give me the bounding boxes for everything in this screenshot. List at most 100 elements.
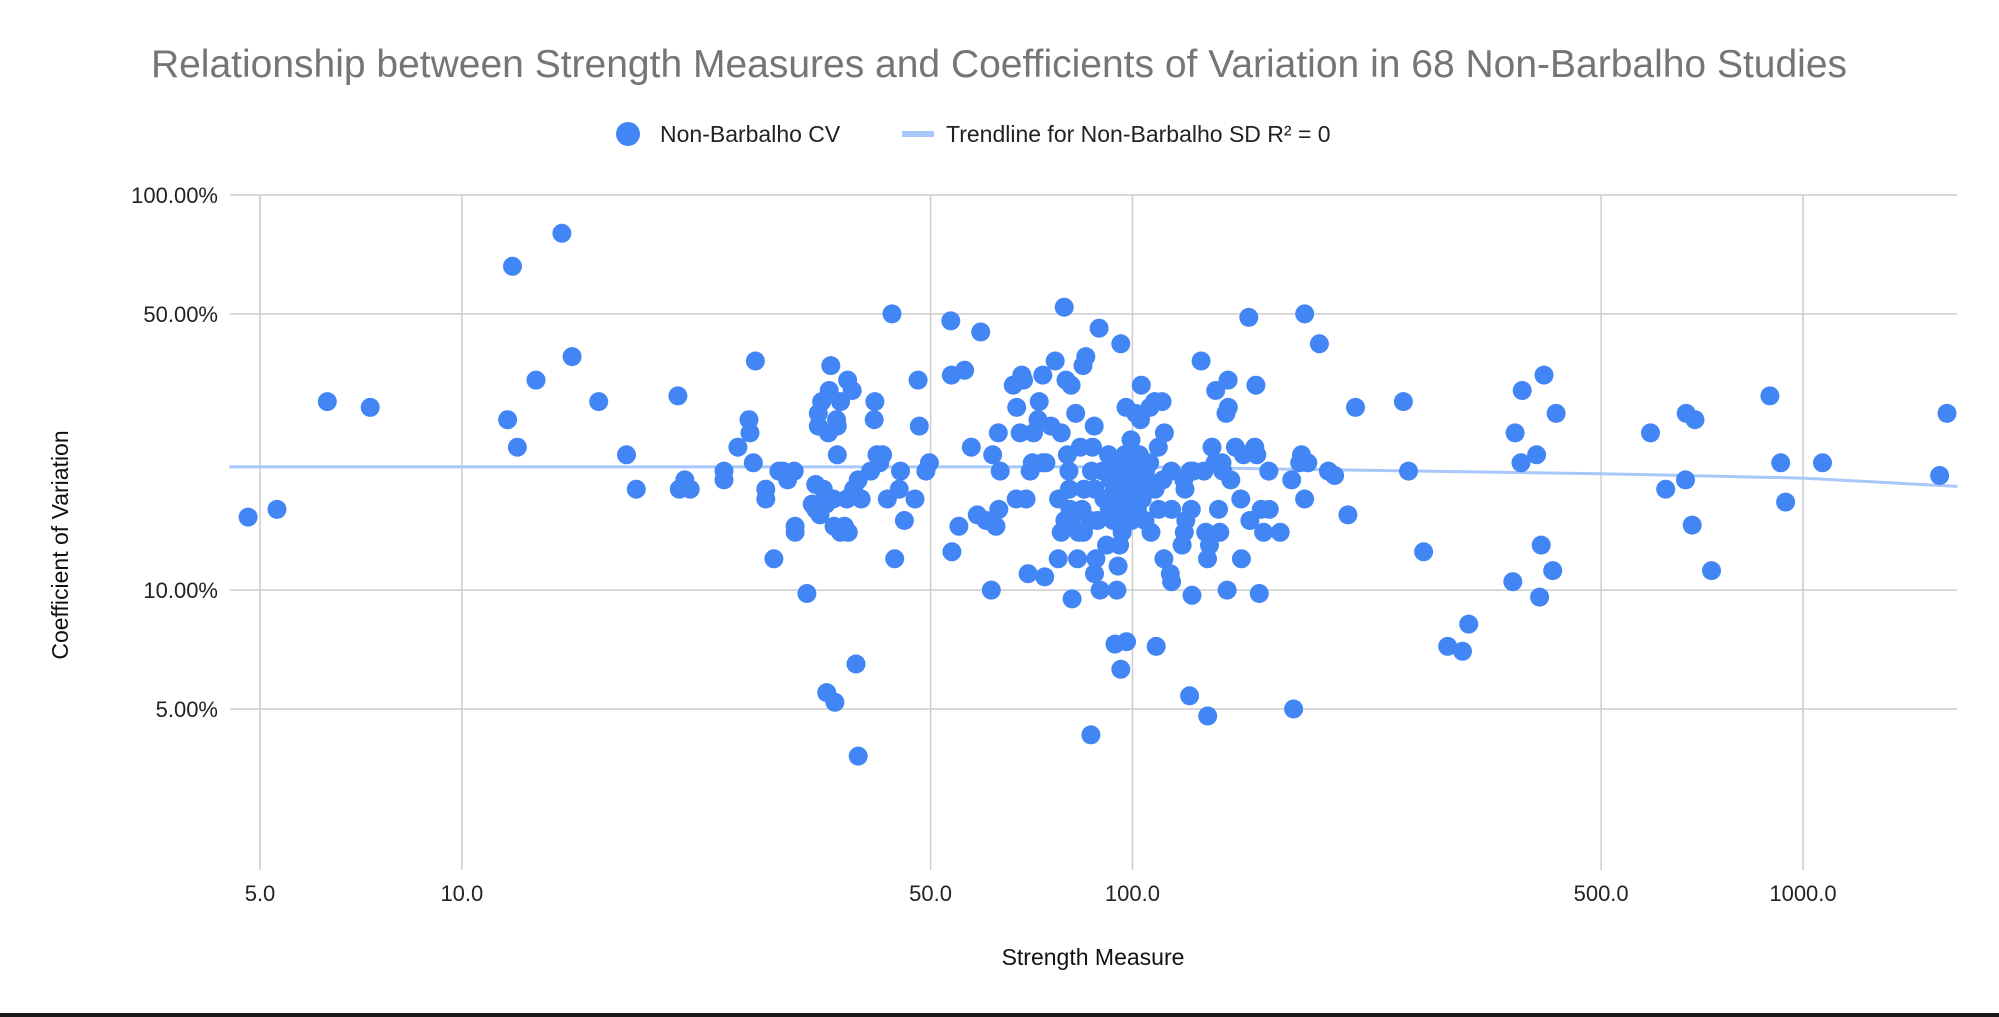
data-point bbox=[894, 511, 914, 530]
data-point bbox=[1217, 580, 1237, 600]
data-point bbox=[846, 654, 866, 674]
data-point bbox=[1111, 659, 1131, 679]
data-point bbox=[714, 470, 734, 490]
y-axis-label: Coefficient of Variation bbox=[47, 430, 73, 659]
data-point bbox=[1088, 511, 1107, 530]
data-point bbox=[1162, 499, 1182, 519]
data-point bbox=[823, 489, 843, 509]
data-point bbox=[1048, 549, 1068, 569]
data-point bbox=[1221, 470, 1241, 490]
data-point bbox=[1682, 515, 1702, 535]
data-point bbox=[1132, 489, 1152, 509]
data-point bbox=[1108, 556, 1128, 576]
data-point bbox=[1676, 470, 1695, 490]
data-point bbox=[1081, 725, 1101, 745]
data-point bbox=[983, 445, 1003, 465]
data-point bbox=[785, 516, 805, 536]
data-point bbox=[1453, 641, 1472, 661]
data-point bbox=[1771, 453, 1791, 473]
data-point bbox=[1209, 499, 1228, 519]
data-point bbox=[1284, 699, 1304, 719]
x-tick-label: 5.0 bbox=[245, 881, 276, 906]
data-point bbox=[1531, 535, 1551, 555]
data-point bbox=[1111, 334, 1131, 354]
data-point bbox=[821, 356, 841, 376]
trendline-layer bbox=[229, 465, 1958, 488]
data-point bbox=[1210, 522, 1230, 542]
data-point bbox=[1162, 572, 1182, 592]
data-point bbox=[740, 423, 760, 443]
data-point bbox=[1066, 403, 1086, 423]
x-tick-label: 10.0 bbox=[440, 881, 483, 906]
data-point bbox=[989, 499, 1009, 519]
data-point bbox=[851, 489, 871, 509]
data-point bbox=[1181, 499, 1201, 519]
data-point bbox=[1107, 580, 1127, 600]
data-point bbox=[526, 370, 546, 390]
data-point bbox=[1035, 567, 1055, 587]
data-point bbox=[1282, 470, 1302, 490]
data-point bbox=[865, 392, 885, 412]
data-point bbox=[1083, 437, 1102, 457]
data-point bbox=[1036, 453, 1056, 473]
data-point bbox=[889, 479, 909, 499]
data-point bbox=[1182, 585, 1202, 605]
data-point bbox=[961, 437, 981, 457]
data-point bbox=[1505, 423, 1525, 443]
data-point bbox=[360, 397, 380, 417]
data-point bbox=[1059, 461, 1079, 481]
data-point bbox=[1641, 423, 1660, 443]
data-point bbox=[1530, 587, 1550, 607]
data-point bbox=[1051, 423, 1071, 443]
data-point bbox=[1084, 416, 1104, 436]
data-point bbox=[1930, 466, 1950, 485]
data-point bbox=[1459, 614, 1479, 634]
data-point bbox=[1338, 505, 1358, 525]
data-point bbox=[784, 461, 804, 481]
data-point bbox=[1247, 445, 1267, 465]
data-point bbox=[1180, 686, 1200, 706]
legend-label-points: Non-Barbalho CV bbox=[660, 121, 841, 147]
data-point bbox=[1149, 499, 1169, 519]
data-point bbox=[827, 416, 847, 436]
data-point bbox=[626, 479, 646, 499]
y-tick-label: 5.00% bbox=[156, 697, 218, 722]
data-point bbox=[838, 522, 858, 542]
data-point bbox=[864, 410, 884, 430]
data-point bbox=[1121, 430, 1141, 450]
data-point bbox=[1270, 522, 1290, 542]
data-point bbox=[1512, 381, 1532, 400]
data-point bbox=[1438, 636, 1458, 656]
bottom-border bbox=[0, 1013, 1999, 1017]
data-point bbox=[1068, 549, 1087, 569]
data-point bbox=[1097, 535, 1117, 555]
y-tick-label: 10.00% bbox=[143, 578, 218, 603]
data-point bbox=[756, 489, 776, 509]
legend-label-trendline: Trendline for Non-Barbalho SD R² = 0 bbox=[946, 121, 1331, 147]
data-point bbox=[317, 392, 337, 412]
data-point bbox=[1393, 392, 1413, 412]
data-point bbox=[1085, 564, 1104, 584]
data-point bbox=[1295, 489, 1315, 509]
data-point bbox=[1259, 461, 1279, 481]
data-point bbox=[589, 392, 609, 412]
data-point bbox=[882, 304, 902, 324]
data-point bbox=[1295, 304, 1315, 324]
data-point bbox=[743, 453, 763, 473]
x-tick-label: 50.0 bbox=[909, 881, 952, 906]
data-point bbox=[1033, 365, 1053, 385]
data-point bbox=[990, 461, 1010, 481]
data-point bbox=[1198, 706, 1218, 726]
data-point bbox=[1148, 437, 1168, 457]
data-point bbox=[1760, 386, 1780, 406]
data-point bbox=[1140, 453, 1160, 473]
data-point bbox=[552, 223, 572, 243]
data-point bbox=[1543, 561, 1563, 581]
data-point bbox=[1246, 375, 1266, 395]
data-point bbox=[1254, 522, 1274, 542]
y-tick-label: 100.00% bbox=[131, 183, 218, 208]
data-point bbox=[1141, 522, 1161, 542]
data-point bbox=[1503, 572, 1523, 592]
data-point bbox=[1089, 318, 1109, 338]
data-point bbox=[842, 381, 862, 400]
